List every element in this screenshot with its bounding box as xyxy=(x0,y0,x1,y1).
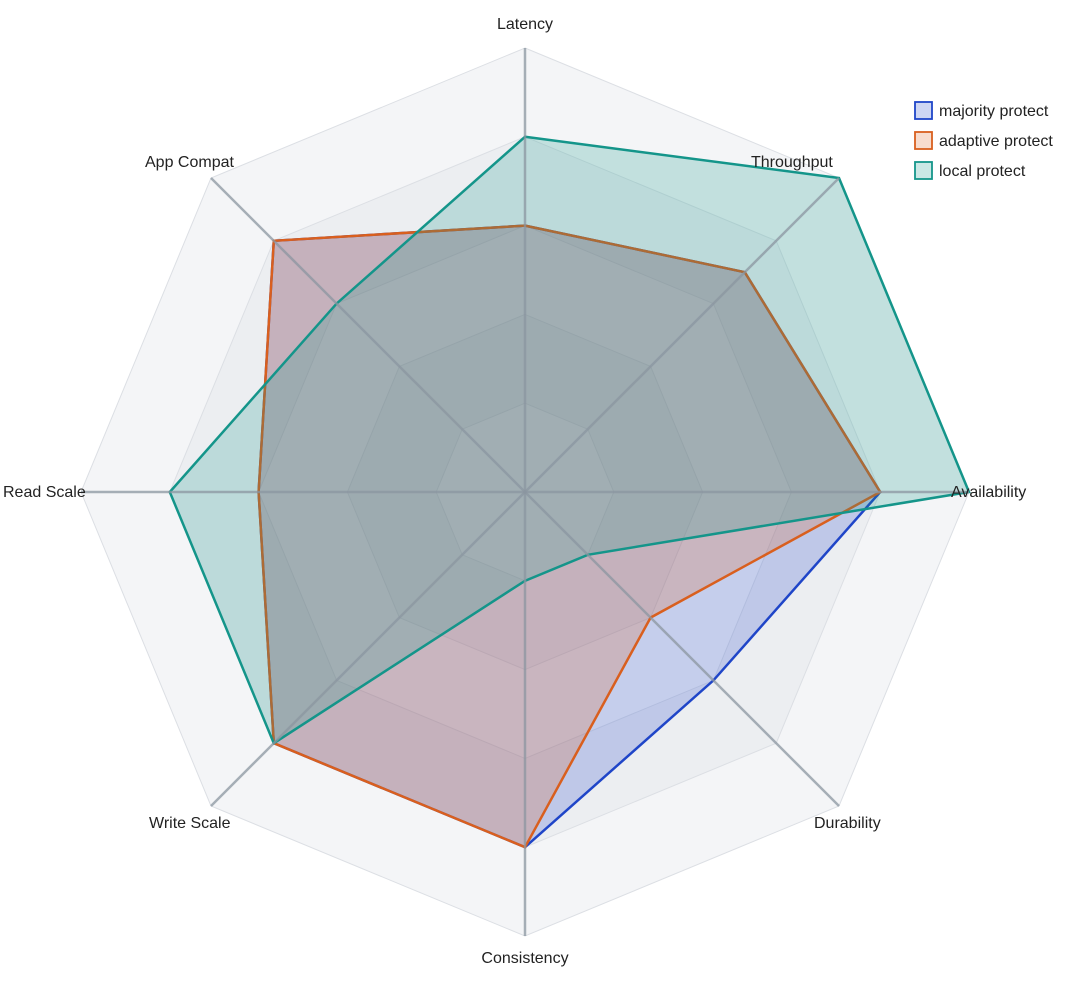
legend-swatch-2 xyxy=(914,161,933,180)
axis-line-5 xyxy=(210,491,526,807)
axis-label-read-scale: Read Scale xyxy=(3,484,86,501)
axis-label-throughput: Throughput xyxy=(751,154,833,171)
legend-swatch-1 xyxy=(914,131,933,150)
legend-label-1: adaptive protect xyxy=(939,133,1053,150)
legend-item-0[interactable]: majority protect xyxy=(914,101,1049,120)
axis-label-consistency: Consistency xyxy=(481,950,568,967)
axis-label-latency: Latency xyxy=(497,16,553,33)
legend-item-2[interactable]: local protect xyxy=(914,161,1026,180)
axis-label-write-scale: Write Scale xyxy=(149,815,231,832)
legend-label-2: local protect xyxy=(939,163,1026,180)
axis-line-7 xyxy=(210,177,526,493)
axis-labels: Latency Throughput Availability Durability C… xyxy=(3,16,1026,967)
axis-label-durability: Durability xyxy=(814,815,881,832)
legend-label-0: majority protect xyxy=(939,103,1049,120)
legend-item-1[interactable]: adaptive protect xyxy=(914,131,1053,150)
axis-label-availability: Availability xyxy=(951,484,1026,501)
radar-axes xyxy=(81,48,969,936)
legend[interactable]: majority protect adaptive protect local pr… xyxy=(914,101,1053,180)
axis-label-app-compat: App Compat xyxy=(145,154,234,171)
axis-line-1 xyxy=(524,177,840,493)
legend-swatch-0 xyxy=(914,101,933,120)
axis-line-3 xyxy=(524,491,840,807)
